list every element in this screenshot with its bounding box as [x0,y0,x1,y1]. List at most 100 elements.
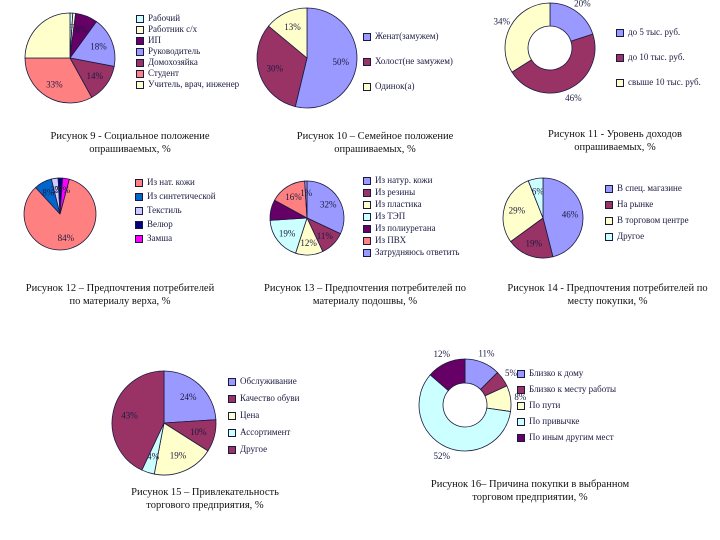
donut-chart-11: 20% 46% 34% [494,0,596,103]
slice-label-12-3: 3% [50,185,63,195]
slice-label-10-2: 30% [266,64,283,74]
slice-label-14-4: 6% [532,186,545,196]
legend-label: В спец. магазине [617,183,682,193]
slice-label-16-3: 8% [514,392,527,402]
legend-label: Велюр [147,219,173,229]
slice-13-7 [304,180,308,219]
chart-panel-16: 11% 5% 8% 52% 12% Близко к дому Близко к мест… [405,348,655,535]
legend-swatch [517,433,525,442]
slice-label-14-3: 29% [509,205,526,215]
slice-label-12-1: 84% [58,233,75,243]
chart-panel-13: 32% 11% 12% 19% 16% 1% Из натур. кожи Из резин… [255,170,495,310]
legend-swatch [363,224,371,233]
slice-9-6 [24,57,93,104]
chart-panel-9: 1% 1% 8% 18% 14% 33% Рабочий Работник с/х ИП Рук… [0,0,260,170]
legend-item-16-3: По пути [517,401,560,410]
slice-label-9-3: 8% [75,25,88,35]
legend-label: Из синтетической [147,191,216,201]
legend-item-9-1: Рабочий [136,14,180,23]
caption-13: Рисунок 13 – Предпочтения потребителей п… [264,283,466,308]
legend-item-15-3: Цена [228,411,259,420]
slice-label-10-3: 13% [284,22,301,32]
legend-item-9-2: Работник с/х [136,25,197,34]
legend-item-13-5: Из полиуретана [363,224,436,233]
legend-label: Близко к дому [529,368,584,378]
slice-label-15-2: 10% [190,427,207,437]
legend-swatch [616,28,624,37]
legend-label: Из полиуретана [375,223,436,233]
slice-label-12-2: 8% [42,187,55,197]
slice-10-1 [294,7,358,109]
legend-swatch [517,417,525,426]
legend-label: Близко к месту работы [529,384,617,394]
legend-item-15-2: Качество обуви [228,394,299,403]
slice-15-1 [163,370,217,424]
pie-chart-12: 84% 8%3%2%3% [23,177,97,251]
legend-item-13-3: Из пластика [363,200,422,209]
legend-swatch [135,192,143,201]
legend-swatch [136,47,144,56]
slice-14-3 [502,180,544,243]
slice-label-9-1: 1% [65,22,78,32]
legend-swatch [363,248,371,257]
legend-label: Из натур. кожи [375,175,433,185]
slice-13-4 [269,217,308,254]
legend-swatch [605,232,613,241]
legend-label: до 5 тыс. руб. [628,27,681,37]
legend-item-12-4: Велюр [135,220,173,229]
legend-label: до 10 тыс. руб. [628,52,685,62]
slice-9-4 [69,21,116,67]
legend-label: Холост(не замужем) [375,56,453,66]
slice-label-9-5: 14% [87,71,104,81]
legend-label: Работник с/х [148,24,198,34]
legend-item-11-1: до 5 тыс. руб. [616,28,680,37]
caption-10: Рисунок 10 – Семейное положение опрашива… [296,131,454,156]
legend-swatch [616,78,624,87]
chart-panel-11: 20% 46% 34% до 5 тыс. руб. до 10 тыс. руб. с… [490,0,720,170]
legend-label: На рынке [617,199,654,209]
legend-item-13-1: Из натур. кожи [363,176,432,185]
legend-item-16-4: По привычке [517,417,579,426]
legend-swatch [363,236,371,245]
legend-item-9-7: Учитель, врач, инженер [136,80,239,89]
slice-label-13-6: 16% [285,192,302,202]
legend-item-9-5: Домохозяйка [136,58,198,67]
slice-label-16-2: 5% [505,368,518,378]
slice-12-1 [23,178,97,251]
slice-label-9-2: 1% [67,23,80,33]
legend-item-12-3: Текстиль [135,206,182,215]
legend-swatch [228,411,236,420]
legend-item-11-2: до 10 тыс. руб. [616,53,685,62]
legend-label: Другое [617,231,645,241]
slice-label-14-1: 46% [562,210,579,220]
legend-swatch [605,184,613,193]
legend-label: Обслуживание [240,376,297,386]
legend-item-12-5: Замша [135,234,172,243]
legend-label: Учитель, врач, инженер [148,79,240,89]
legend-label: Текстиль [147,205,182,215]
legend-swatch [616,53,624,62]
slice-14-2 [510,217,554,259]
pie-chart-10: 50% 30% 13% [256,7,358,109]
legend-swatch [517,385,525,394]
slice-16-4 [418,374,511,452]
pie-chart-14: 46% 19% 29% 6% [502,177,584,259]
slice-10-2 [256,25,308,108]
slice-label-16-1: 11% [478,348,495,358]
legend-swatch [136,14,144,23]
legend-label: Цена [240,410,260,420]
slice-15-3 [153,422,209,476]
legend-item-13-4: Из ТЭП [363,212,405,221]
legend-item-16-5: По иным другим мест [517,433,614,442]
legend-item-13-2: Из резины [363,188,415,197]
slice-14-4 [527,177,544,219]
legend-swatch [605,216,613,225]
legend-swatch [136,80,144,89]
slice-label-16-5: 12% [433,349,450,359]
legend-label: свыше 10 тыс. руб. [628,77,701,87]
caption-12: Рисунок 12 – Предпочтения потребителей п… [25,283,215,308]
slice-15-5 [111,370,165,471]
legend-label: Одинок(а) [375,81,415,91]
legend-item-15-4: Ассортимент [228,428,290,437]
legend-swatch [363,32,371,41]
